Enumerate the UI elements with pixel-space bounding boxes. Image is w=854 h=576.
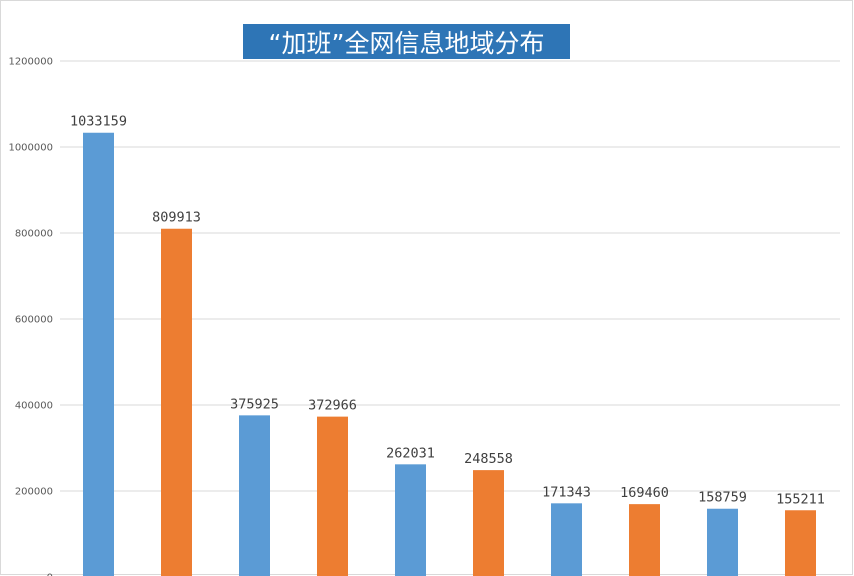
y-tick-label: 0 bbox=[47, 573, 53, 576]
bar bbox=[473, 470, 504, 576]
bar bbox=[83, 132, 114, 576]
data-labels: 1033159 809913 375925 372966 262031 248558 171… bbox=[70, 114, 825, 508]
data-label: 1033159 bbox=[70, 114, 127, 130]
chart-title: “加班”全网信息地域分布 bbox=[243, 24, 570, 59]
y-tick-label: 600000 bbox=[15, 315, 53, 326]
data-label: 171343 bbox=[542, 484, 591, 500]
bar bbox=[239, 415, 270, 576]
bars bbox=[83, 132, 816, 576]
y-tick-label: 400000 bbox=[15, 401, 53, 412]
data-label: 248558 bbox=[464, 451, 513, 467]
data-label: 809913 bbox=[152, 210, 201, 226]
bar bbox=[785, 510, 816, 576]
bar bbox=[317, 416, 348, 576]
y-tick-label: 200000 bbox=[15, 487, 53, 498]
data-label: 169460 bbox=[620, 485, 669, 501]
data-label: 155211 bbox=[776, 491, 825, 507]
bar bbox=[551, 503, 582, 576]
y-tick-label: 1000000 bbox=[8, 143, 53, 154]
y-axis-ticks: 0 200000 400000 600000 800000 1000000 1200000 bbox=[8, 57, 53, 576]
data-label: 262031 bbox=[386, 445, 435, 461]
bar bbox=[161, 228, 192, 576]
y-tick-label: 1200000 bbox=[8, 57, 53, 68]
bar bbox=[395, 464, 426, 576]
bar bbox=[629, 504, 660, 576]
bar bbox=[707, 508, 738, 576]
y-tick-label: 800000 bbox=[15, 229, 53, 240]
data-label: 372966 bbox=[308, 398, 357, 414]
data-label: 375925 bbox=[230, 396, 279, 412]
data-label: 158759 bbox=[698, 490, 747, 506]
